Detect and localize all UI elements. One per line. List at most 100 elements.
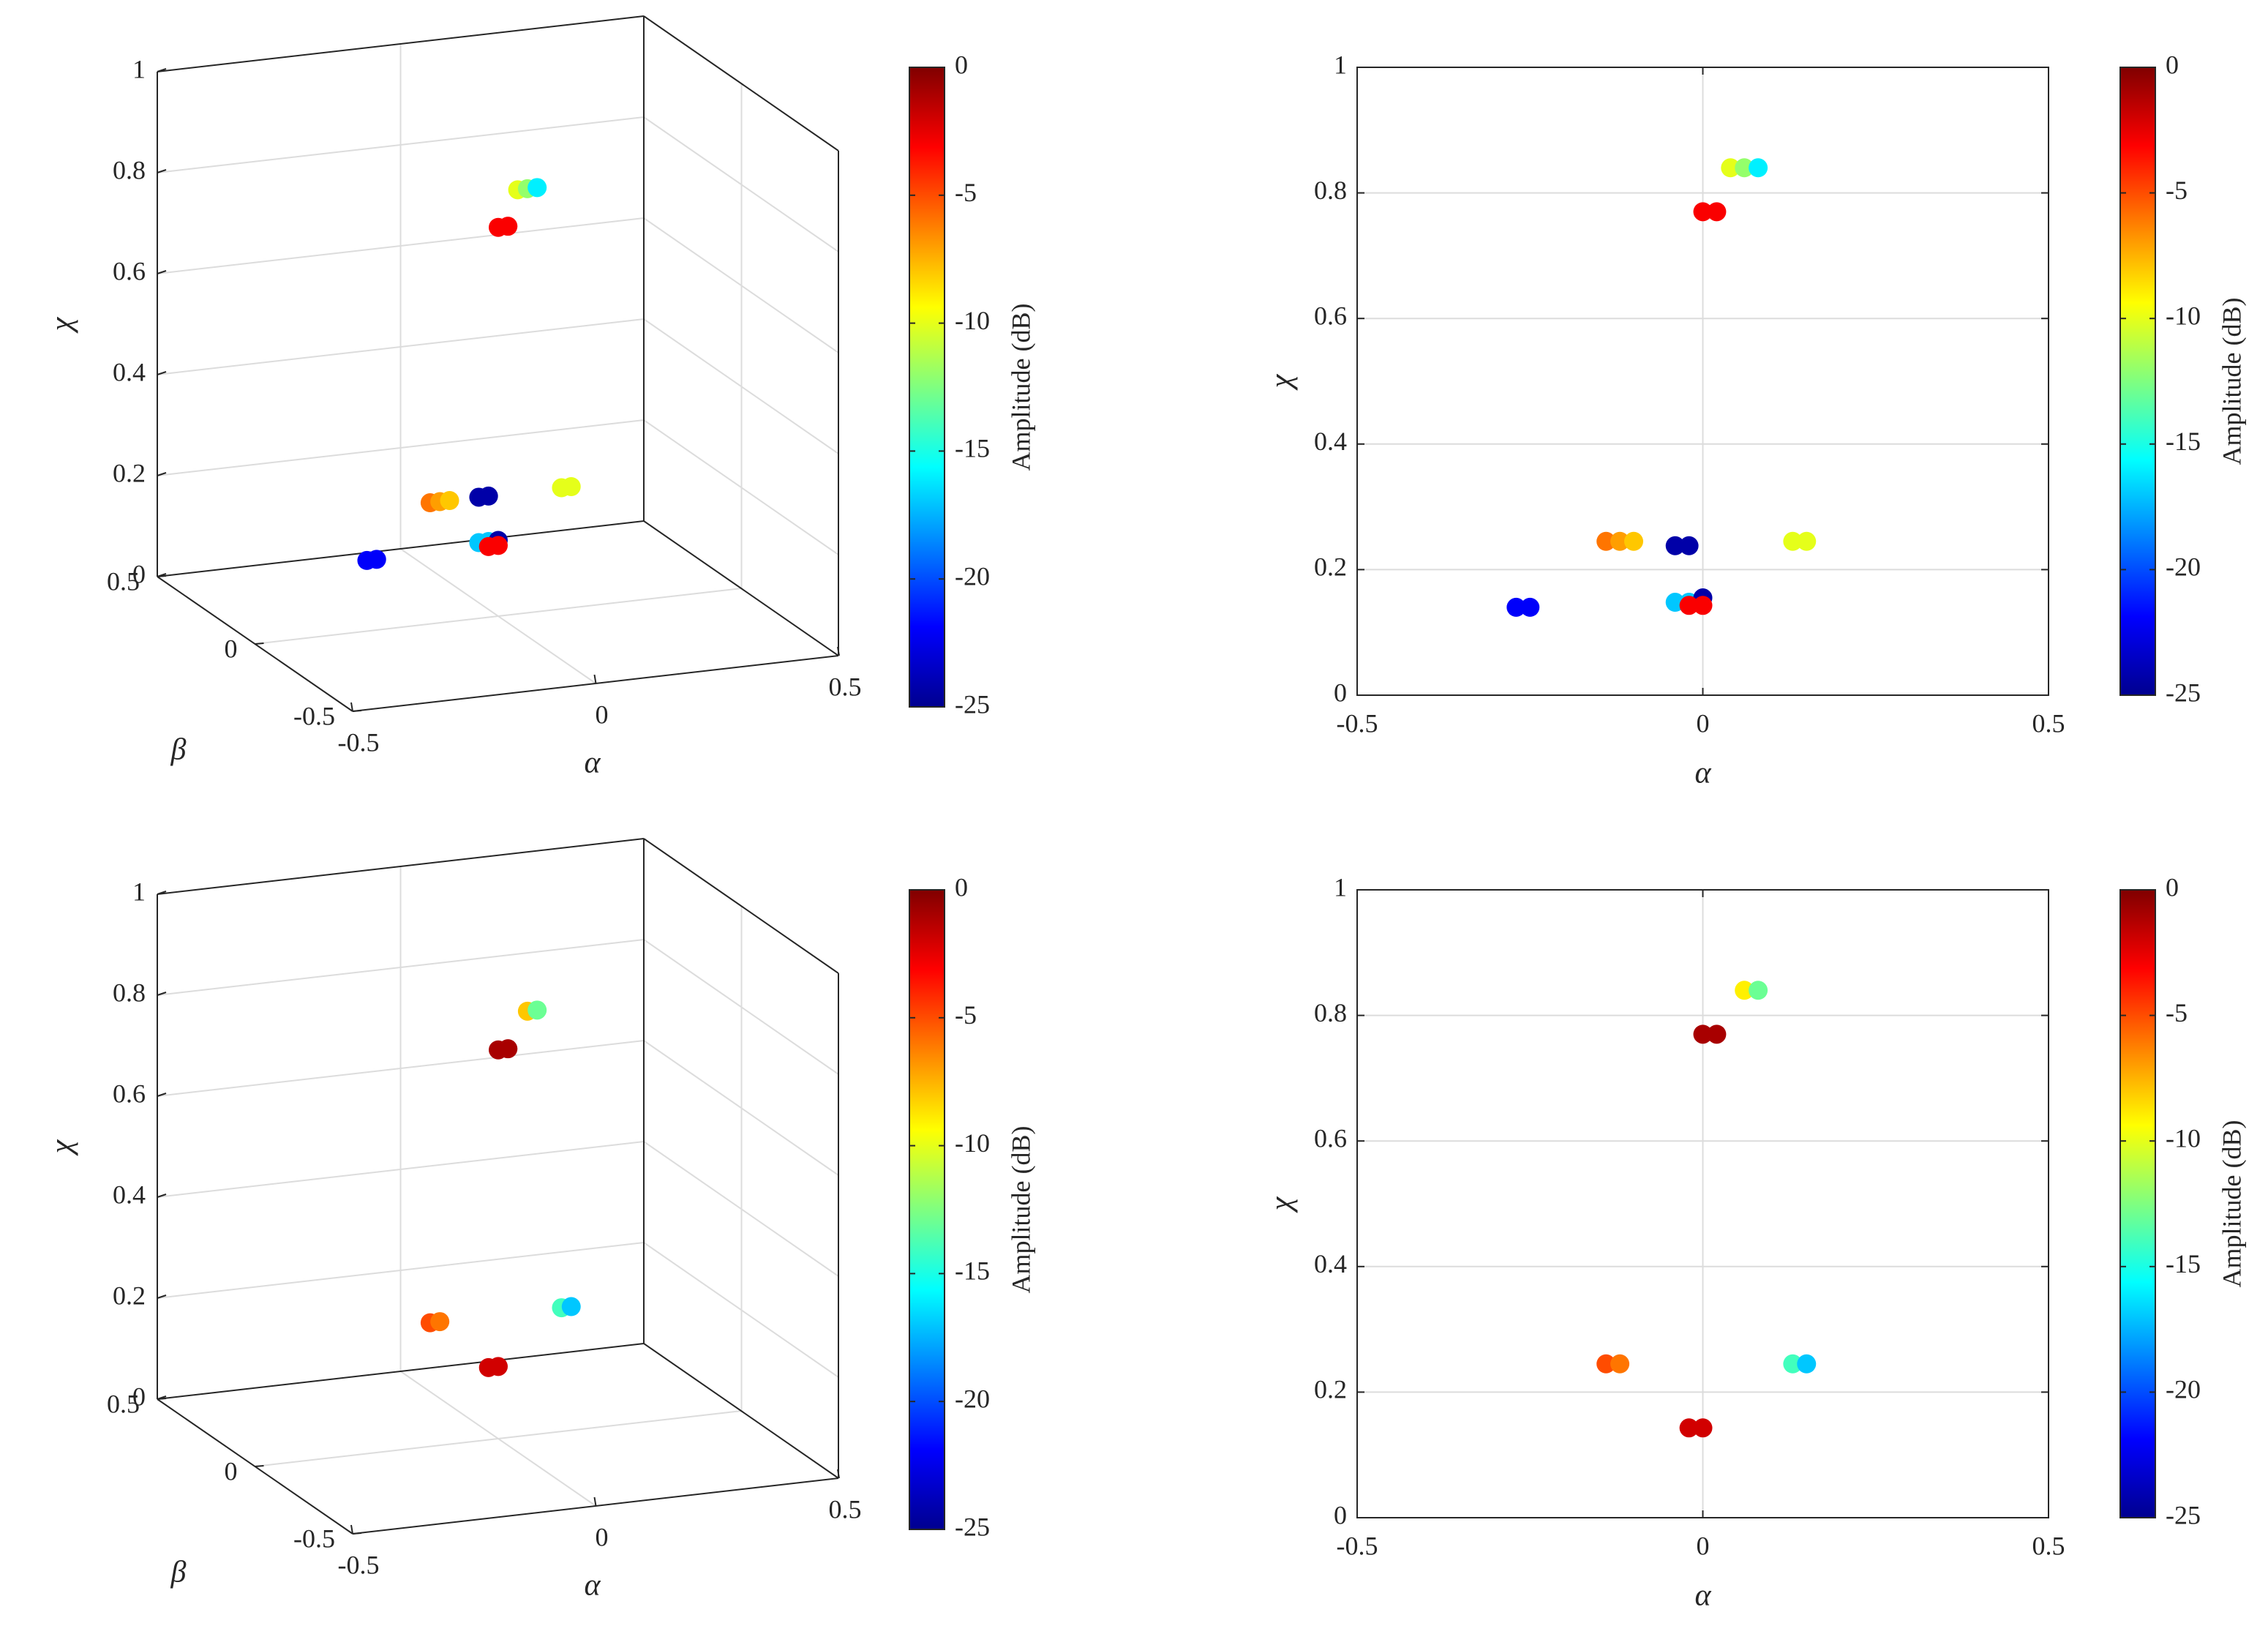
x-tick-mark	[350, 1524, 353, 1535]
x-tick-label: 0.5	[829, 1494, 862, 1524]
z-tick-mark	[157, 891, 167, 895]
colorbar-tick-label: -5	[2166, 998, 2188, 1027]
data-point	[527, 178, 547, 198]
data-point	[498, 217, 518, 236]
colorbar-tick-label: -25	[2166, 678, 2201, 707]
x-tick-label: 0	[596, 1522, 609, 1551]
colorbar-tick-label: -15	[955, 1256, 990, 1286]
z-tick-label: 0.6	[113, 256, 146, 285]
data-point	[367, 550, 386, 569]
panel-bottom-left: 00.20.40.60.81-0.500.5-0.500.5αβχ0-5-10-…	[45, 838, 1035, 1603]
x-tick-label: -0.5	[338, 1550, 380, 1579]
x-tick-label: 0.5	[829, 672, 862, 701]
data-point	[1707, 202, 1727, 222]
x-tick-mark	[593, 674, 597, 684]
bottom-left-colorbar	[909, 889, 945, 1530]
z-tick-label: 0	[132, 1382, 146, 1411]
data-point	[1735, 158, 1754, 178]
y-tick-label: 1	[1334, 872, 1347, 902]
data-point	[1693, 1418, 1713, 1438]
box-edge	[643, 15, 839, 151]
colorbar-tick-label: -10	[2166, 1123, 2201, 1153]
data-point	[1610, 531, 1630, 551]
y-tick-label: 0.5	[107, 566, 140, 596]
x-tick-label: 0	[1697, 708, 1710, 738]
box-edge	[643, 1343, 839, 1479]
data-point	[430, 1312, 450, 1332]
y-tick-mark	[352, 1532, 362, 1535]
colorbar-tick-label: -5	[955, 1000, 977, 1030]
z-tick-label: 0.2	[113, 458, 146, 487]
y-axis-label: β	[170, 733, 187, 767]
y-tick-label: 0.6	[1314, 301, 1347, 330]
y-tick-label: 0.6	[1314, 1123, 1347, 1153]
data-point	[1721, 158, 1741, 178]
y-tick-label: -0.5	[293, 1524, 335, 1553]
y-tick-label: 0	[1334, 1500, 1347, 1529]
box-edge	[157, 1343, 645, 1400]
box-edge	[157, 838, 645, 895]
x-tick-label: 0.5	[2032, 1531, 2065, 1560]
z-tick-label: 1	[132, 877, 146, 906]
z-tick-mark	[157, 1194, 167, 1198]
data-point	[1679, 536, 1699, 555]
y-tick-mark	[255, 642, 264, 645]
data-point	[527, 1000, 547, 1020]
z-axis-label: χ	[45, 1139, 79, 1156]
y-axis-label: χ	[1265, 1196, 1299, 1213]
z-tick-label: 1	[132, 54, 146, 83]
colorbar-tick-label: -15	[955, 434, 990, 463]
y-axis-label: χ	[1265, 373, 1299, 391]
y-tick-label: 0	[1334, 678, 1347, 707]
data-point	[1693, 1024, 1713, 1044]
z-axis-label: χ	[45, 316, 79, 334]
data-point	[498, 1039, 518, 1059]
data-point	[1679, 596, 1699, 615]
box-edge	[643, 838, 839, 974]
data-point	[1735, 981, 1754, 1000]
z-tick-label: 0.8	[113, 155, 146, 184]
z-tick-label: 0.2	[113, 1281, 146, 1310]
z-tick-label: 0.4	[113, 1180, 146, 1209]
colorbar-tick-label: -25	[2166, 1500, 2201, 1529]
x-tick-label: -0.5	[1337, 1531, 1378, 1560]
colorbar-tick-label: 0	[2166, 872, 2179, 902]
colorbar-tick-label: -10	[955, 306, 990, 335]
data-point	[561, 1297, 581, 1316]
data-point	[1679, 1418, 1699, 1438]
colorbar-label: Amplitude (dB)	[1006, 304, 1035, 471]
y-tick-label: 0.5	[107, 1389, 140, 1418]
box-edge	[643, 520, 839, 656]
z-tick-mark	[157, 68, 167, 72]
x-axis-label: α	[584, 746, 601, 780]
z-tick-mark	[157, 1093, 167, 1097]
grid-line	[255, 588, 742, 645]
y-tick-label: 0	[225, 1456, 238, 1485]
panel-bottom-right: -0.5 0 0.500.20.40.60.81αχ0-5-10-15-20-25A…	[1265, 872, 2247, 1612]
x-tick-mark	[837, 646, 840, 656]
data-point	[1783, 1354, 1803, 1374]
x-axis-label: α	[584, 1569, 601, 1603]
panel-top-right: -0.5 0 0.500.20.40.60.81αχ0-5-10-15-20-25A…	[1265, 50, 2247, 790]
colorbar-tick-label: -10	[955, 1128, 990, 1158]
y-tick-label: -0.5	[293, 701, 335, 730]
colorbar-tick-label: 0	[2166, 50, 2179, 79]
y-tick-label: 0.4	[1314, 427, 1347, 456]
colorbar-tick-label: -25	[955, 1512, 990, 1541]
z-tick-mark	[157, 270, 167, 274]
colorbar-tick-label: -15	[2166, 1249, 2201, 1278]
y-tick-label: 0.8	[1314, 176, 1347, 205]
x-tick-mark	[593, 1496, 597, 1507]
y-tick-mark	[157, 575, 167, 577]
z-tick-mark	[157, 169, 167, 173]
colorbar-label: Amplitude (dB)	[2217, 298, 2246, 465]
box-edge	[157, 15, 645, 72]
data-point	[1783, 531, 1803, 551]
y-tick-label: 0.2	[1314, 1375, 1347, 1404]
x-axis-label: α	[1694, 757, 1711, 790]
y-tick-label: 0.4	[1314, 1249, 1347, 1278]
y-tick-label: 0	[225, 634, 238, 663]
colorbar-tick-label: -10	[2166, 301, 2201, 330]
colorbar-label: Amplitude (dB)	[1006, 1126, 1035, 1294]
data-point	[440, 491, 459, 510]
